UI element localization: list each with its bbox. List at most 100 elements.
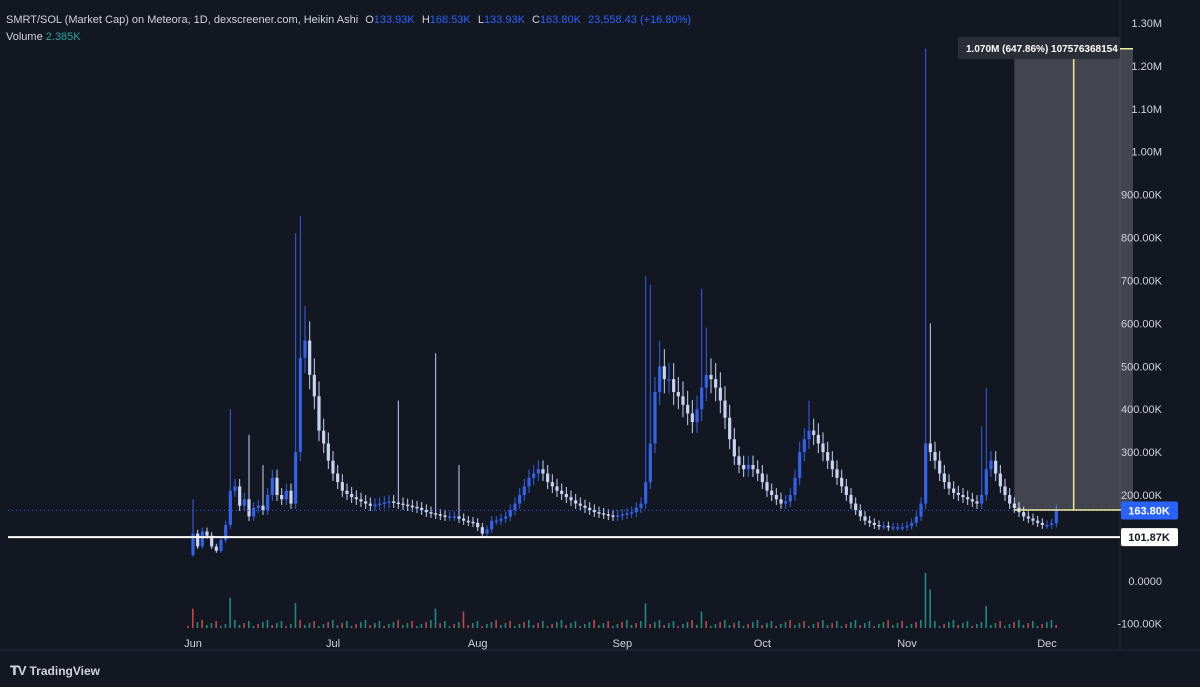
volume-bar bbox=[593, 620, 595, 628]
candle-body bbox=[700, 387, 704, 410]
candle-body bbox=[630, 512, 634, 514]
volume-bar bbox=[406, 623, 409, 628]
volume-bar bbox=[1046, 622, 1048, 628]
volume-bar bbox=[313, 621, 315, 628]
volume-label: Volume bbox=[6, 31, 43, 43]
volume-bar bbox=[798, 623, 801, 628]
volume-bar bbox=[196, 622, 199, 628]
volume-bars bbox=[187, 573, 1057, 628]
volume-bar bbox=[332, 620, 334, 628]
candle-body bbox=[709, 374, 713, 380]
candle-body bbox=[541, 469, 545, 474]
candle-body bbox=[485, 529, 489, 534]
volume-bar bbox=[248, 621, 250, 628]
volume-bar bbox=[822, 620, 824, 628]
x-tick-label: Jun bbox=[184, 638, 202, 650]
volume-bar bbox=[290, 624, 292, 628]
candle-body bbox=[238, 486, 242, 506]
candle-body bbox=[536, 469, 540, 474]
symbol-title[interactable]: SMRT/SOL (Market Cap) on Meteora, 1D, de… bbox=[6, 14, 359, 26]
volume-bar bbox=[794, 625, 796, 628]
tradingview-brand[interactable]: ꓔV TradingView bbox=[10, 663, 100, 679]
volume-bar bbox=[714, 624, 717, 628]
volume-bar bbox=[742, 626, 745, 628]
candle-body bbox=[676, 392, 680, 397]
volume-bar bbox=[392, 622, 395, 628]
candle-body bbox=[508, 510, 512, 517]
candle-body bbox=[270, 477, 274, 495]
volume-bar bbox=[322, 624, 325, 628]
volume-bar bbox=[257, 624, 259, 628]
candle-body bbox=[602, 513, 606, 515]
volume-bar bbox=[700, 611, 703, 628]
candle-body bbox=[760, 473, 764, 483]
volume-bar bbox=[850, 622, 852, 628]
y-tick-label: 900.00K bbox=[1121, 190, 1163, 202]
candle-body bbox=[275, 477, 279, 495]
volume-bar bbox=[938, 626, 941, 628]
candle-body bbox=[933, 452, 937, 461]
candle-body bbox=[928, 443, 932, 453]
volume-bar bbox=[238, 625, 241, 628]
candle-body bbox=[1050, 523, 1054, 526]
candle-body bbox=[200, 531, 204, 547]
candle-body bbox=[364, 501, 368, 504]
candle-body bbox=[812, 430, 816, 435]
candle-body bbox=[877, 525, 881, 527]
candle-body bbox=[984, 469, 988, 495]
candle-body bbox=[816, 434, 820, 444]
measure-label: 1.070M (647.86%) 107576368154 bbox=[966, 44, 1118, 55]
candle-body bbox=[331, 460, 335, 474]
volume-bar bbox=[985, 606, 987, 628]
volume-bar bbox=[756, 620, 759, 628]
candle-body bbox=[317, 396, 321, 431]
chart-grid bbox=[0, 0, 1200, 651]
candle-body bbox=[644, 482, 648, 504]
volume-bar bbox=[294, 603, 297, 628]
volume-bar bbox=[924, 573, 927, 628]
volume-bar bbox=[663, 625, 665, 628]
volume-bar bbox=[980, 622, 983, 628]
candle-body bbox=[499, 518, 503, 521]
brand-name: TradingView bbox=[29, 664, 101, 678]
volume-bar bbox=[1022, 625, 1025, 628]
candle-body bbox=[970, 499, 974, 502]
volume-bar bbox=[192, 608, 194, 628]
volume-bar bbox=[780, 624, 782, 628]
volume-bar bbox=[490, 622, 493, 628]
candle-body bbox=[648, 443, 652, 483]
candle-body bbox=[844, 486, 848, 495]
candle-body bbox=[256, 505, 260, 508]
chart-legend: SMRT/SOL (Market Cap) on Meteora, 1D, de… bbox=[6, 14, 691, 26]
candle-body bbox=[247, 499, 251, 517]
y-tick-label: 700.00K bbox=[1121, 275, 1163, 287]
candle-body bbox=[998, 473, 1002, 487]
low-value: 133.93K bbox=[483, 14, 525, 26]
tradingview-logo-icon: ꓔV bbox=[10, 663, 27, 678]
volume-bar bbox=[696, 625, 698, 628]
volume-bar bbox=[724, 620, 726, 628]
candle-body bbox=[947, 482, 951, 489]
candle-body bbox=[350, 493, 354, 498]
candle-body bbox=[513, 503, 517, 511]
candle-body bbox=[420, 507, 424, 511]
candle-body bbox=[732, 439, 736, 457]
volume-bar bbox=[1008, 624, 1011, 628]
candle-body bbox=[742, 464, 746, 470]
volume-bar bbox=[388, 624, 390, 628]
volume-bar bbox=[934, 621, 936, 628]
candle-body bbox=[280, 494, 284, 500]
candle-body bbox=[952, 488, 956, 493]
y-tick-label: 800.00K bbox=[1121, 233, 1163, 245]
volume-bar bbox=[528, 620, 530, 628]
candle-body bbox=[546, 473, 550, 483]
volume-bar bbox=[817, 622, 819, 628]
candle-body bbox=[415, 506, 419, 509]
candle-body bbox=[518, 494, 522, 504]
volume-bar bbox=[831, 623, 833, 628]
volume-bar bbox=[859, 625, 861, 628]
volume-bar bbox=[425, 622, 427, 628]
volume-bar bbox=[658, 620, 661, 628]
candle-body bbox=[802, 439, 806, 453]
